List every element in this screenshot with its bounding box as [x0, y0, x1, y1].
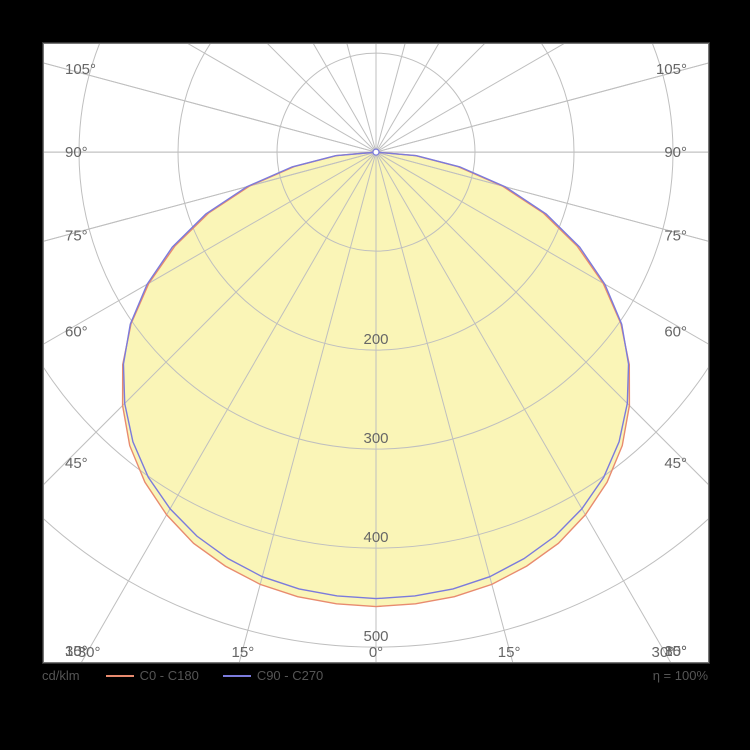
svg-text:15°: 15° — [232, 644, 255, 661]
svg-text:15°: 15° — [498, 644, 521, 661]
svg-text:45°: 45° — [664, 455, 687, 472]
svg-text:105°: 105° — [65, 61, 96, 78]
polar-chart: 200 300 400 500 105° 90° 75° 60° 45° 30° 15° 105° 90… — [42, 42, 710, 664]
svg-text:400: 400 — [363, 529, 388, 546]
legend-item: C0 - C180 — [106, 668, 199, 683]
svg-text:0°: 0° — [369, 644, 383, 661]
chart-footer: cd/klm C0 - C180 C90 - C270 η = 100% — [42, 668, 708, 683]
svg-text:500: 500 — [363, 628, 388, 645]
svg-text:75°: 75° — [65, 227, 88, 244]
polar-chart-svg: 200 300 400 500 105° 90° 75° 60° 45° 30° 15° 105° 90… — [43, 43, 709, 663]
legend-label: C0 - C180 — [140, 668, 199, 683]
svg-text:90°: 90° — [65, 144, 88, 161]
legend-label: C90 - C270 — [257, 668, 323, 683]
unit-label: cd/klm — [42, 668, 80, 683]
efficiency-label: η = 100% — [653, 668, 708, 683]
legend: cd/klm C0 - C180 C90 - C270 — [42, 668, 341, 683]
svg-text:60°: 60° — [65, 324, 88, 341]
svg-text:105°: 105° — [656, 61, 687, 78]
svg-text:75°: 75° — [664, 227, 687, 244]
svg-text:60°: 60° — [664, 324, 687, 341]
legend-swatch — [223, 675, 251, 677]
svg-text:30°: 30° — [652, 644, 675, 661]
svg-text:90°: 90° — [664, 144, 687, 161]
svg-text:300: 300 — [363, 430, 388, 447]
legend-swatch — [106, 675, 134, 677]
svg-text:30°: 30° — [78, 644, 101, 661]
svg-text:45°: 45° — [65, 455, 88, 472]
legend-item: C90 - C270 — [223, 668, 323, 683]
svg-text:200: 200 — [363, 331, 388, 348]
